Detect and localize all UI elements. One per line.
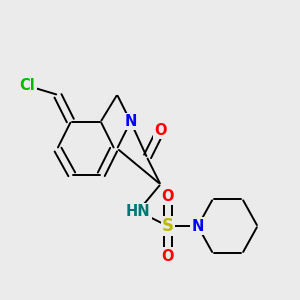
Text: N: N <box>192 219 204 234</box>
Text: O: O <box>162 248 174 263</box>
Text: O: O <box>162 189 174 204</box>
Text: HN: HN <box>126 204 150 219</box>
Text: O: O <box>154 123 167 138</box>
Text: Cl: Cl <box>20 78 35 93</box>
Text: N: N <box>124 114 137 129</box>
Text: S: S <box>162 217 174 235</box>
